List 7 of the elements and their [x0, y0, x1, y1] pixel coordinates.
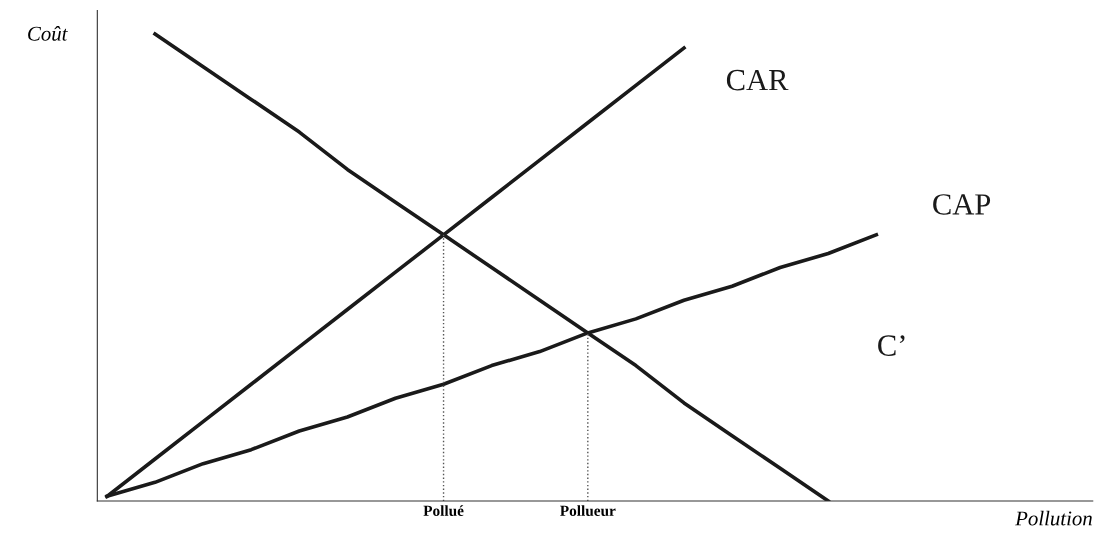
y-axis-title: Coût [28, 26, 68, 41]
x-tick-label: Pollueur [560, 505, 616, 516]
text: C’ [878, 335, 905, 356]
series-label: CAP [933, 194, 991, 215]
series-label: CAR [726, 69, 789, 91]
x-axis-title: Pollution [1015, 510, 1092, 526]
x-tick-label: Pollué [423, 505, 464, 516]
